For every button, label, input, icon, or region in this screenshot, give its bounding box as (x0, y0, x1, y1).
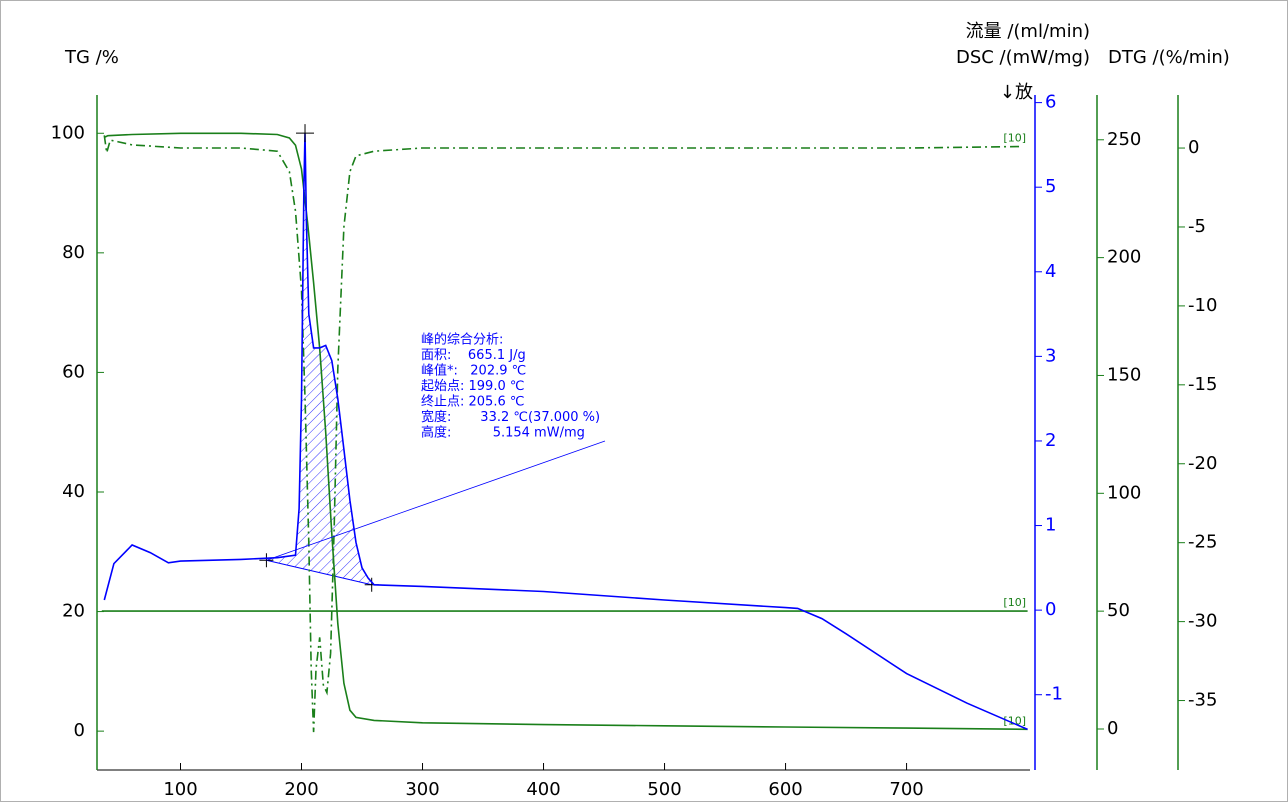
y-tick-label: 100 (51, 122, 85, 143)
y-tick-label: 0 (1188, 137, 1199, 158)
y-tick-label: 150 (1107, 364, 1141, 385)
y-axis-title: DTG /(%/min) (1108, 47, 1230, 68)
x-tick-label: 700 (889, 779, 923, 800)
y-axis-title: 流量 /(ml/min) (966, 21, 1090, 42)
y-tick-label: 6 (1045, 92, 1056, 113)
y-tick-label: 0 (1045, 599, 1056, 620)
x-tick-label: 100 (163, 779, 197, 800)
annotation-line: 面积: 665.1 J/g (421, 348, 526, 363)
annotation-line: 峰的综合分析: (421, 332, 503, 348)
y-tick-label: 100 (1107, 482, 1141, 503)
annotation-line: 高度: 5.154 mW/mg (421, 425, 585, 441)
series-end-label: [10] (1003, 131, 1026, 144)
y-tick-label: -20 (1188, 453, 1217, 474)
x-tick-label: 400 (526, 779, 560, 800)
y-tick-label: 200 (1107, 247, 1141, 268)
y-tick-label: 20 (62, 601, 85, 622)
baseline-marker (259, 553, 274, 568)
x-tick-label: 500 (647, 779, 681, 800)
y-axis-title: DSC /(mW/mg) (956, 47, 1090, 68)
peak-marker (296, 124, 315, 143)
series-end-label: [10] (1003, 596, 1026, 609)
y-tick-label: 2 (1045, 430, 1056, 451)
y-tick-label: -30 (1188, 611, 1217, 632)
series-end-label: [10] (1003, 714, 1026, 727)
series-line (103, 133, 1028, 731)
peak-area (266, 133, 372, 585)
x-tick-label: 200 (284, 779, 318, 800)
series-line (103, 132, 1028, 731)
y-tick-label: -10 (1188, 295, 1217, 316)
annotation-line: 起始点: 199.0 ℃ (421, 379, 524, 394)
y-tick-label: 0 (1107, 718, 1118, 739)
y-tick-label: 40 (62, 481, 85, 502)
y-tick-label: 80 (62, 242, 85, 263)
annotation-line: 宽度: 33.2 ℃(37.000 %) (421, 409, 600, 425)
y-tick-label: 60 (62, 361, 85, 382)
series-line (103, 135, 1022, 733)
annotation-line: 终止点: 205.6 ℃ (421, 394, 524, 410)
x-tick-label: 600 (768, 779, 802, 800)
y-tick-label: -1 (1045, 684, 1063, 705)
y-tick-label: 5 (1045, 176, 1056, 197)
y-axis-title: TG /% (64, 47, 119, 68)
y-tick-label: -25 (1188, 532, 1217, 553)
y-tick-label: -5 (1188, 216, 1206, 237)
y-tick-label: 1 (1045, 515, 1056, 536)
annotation-leader (266, 440, 606, 561)
y-tick-label: 4 (1045, 261, 1056, 282)
y-tick-label: 50 (1107, 600, 1130, 621)
y-tick-label: 250 (1107, 129, 1141, 150)
exo-label: ↓放 (1000, 82, 1033, 103)
peak-baseline (266, 559, 372, 586)
annotation-line: 峰值*: 202.9 ℃ (421, 363, 526, 379)
y-tick-label: -35 (1188, 690, 1217, 711)
y-tick-label: 0 (74, 720, 85, 741)
y-tick-label: -15 (1188, 374, 1217, 395)
y-tick-label: 3 (1045, 345, 1056, 366)
x-tick-label: 300 (405, 779, 439, 800)
